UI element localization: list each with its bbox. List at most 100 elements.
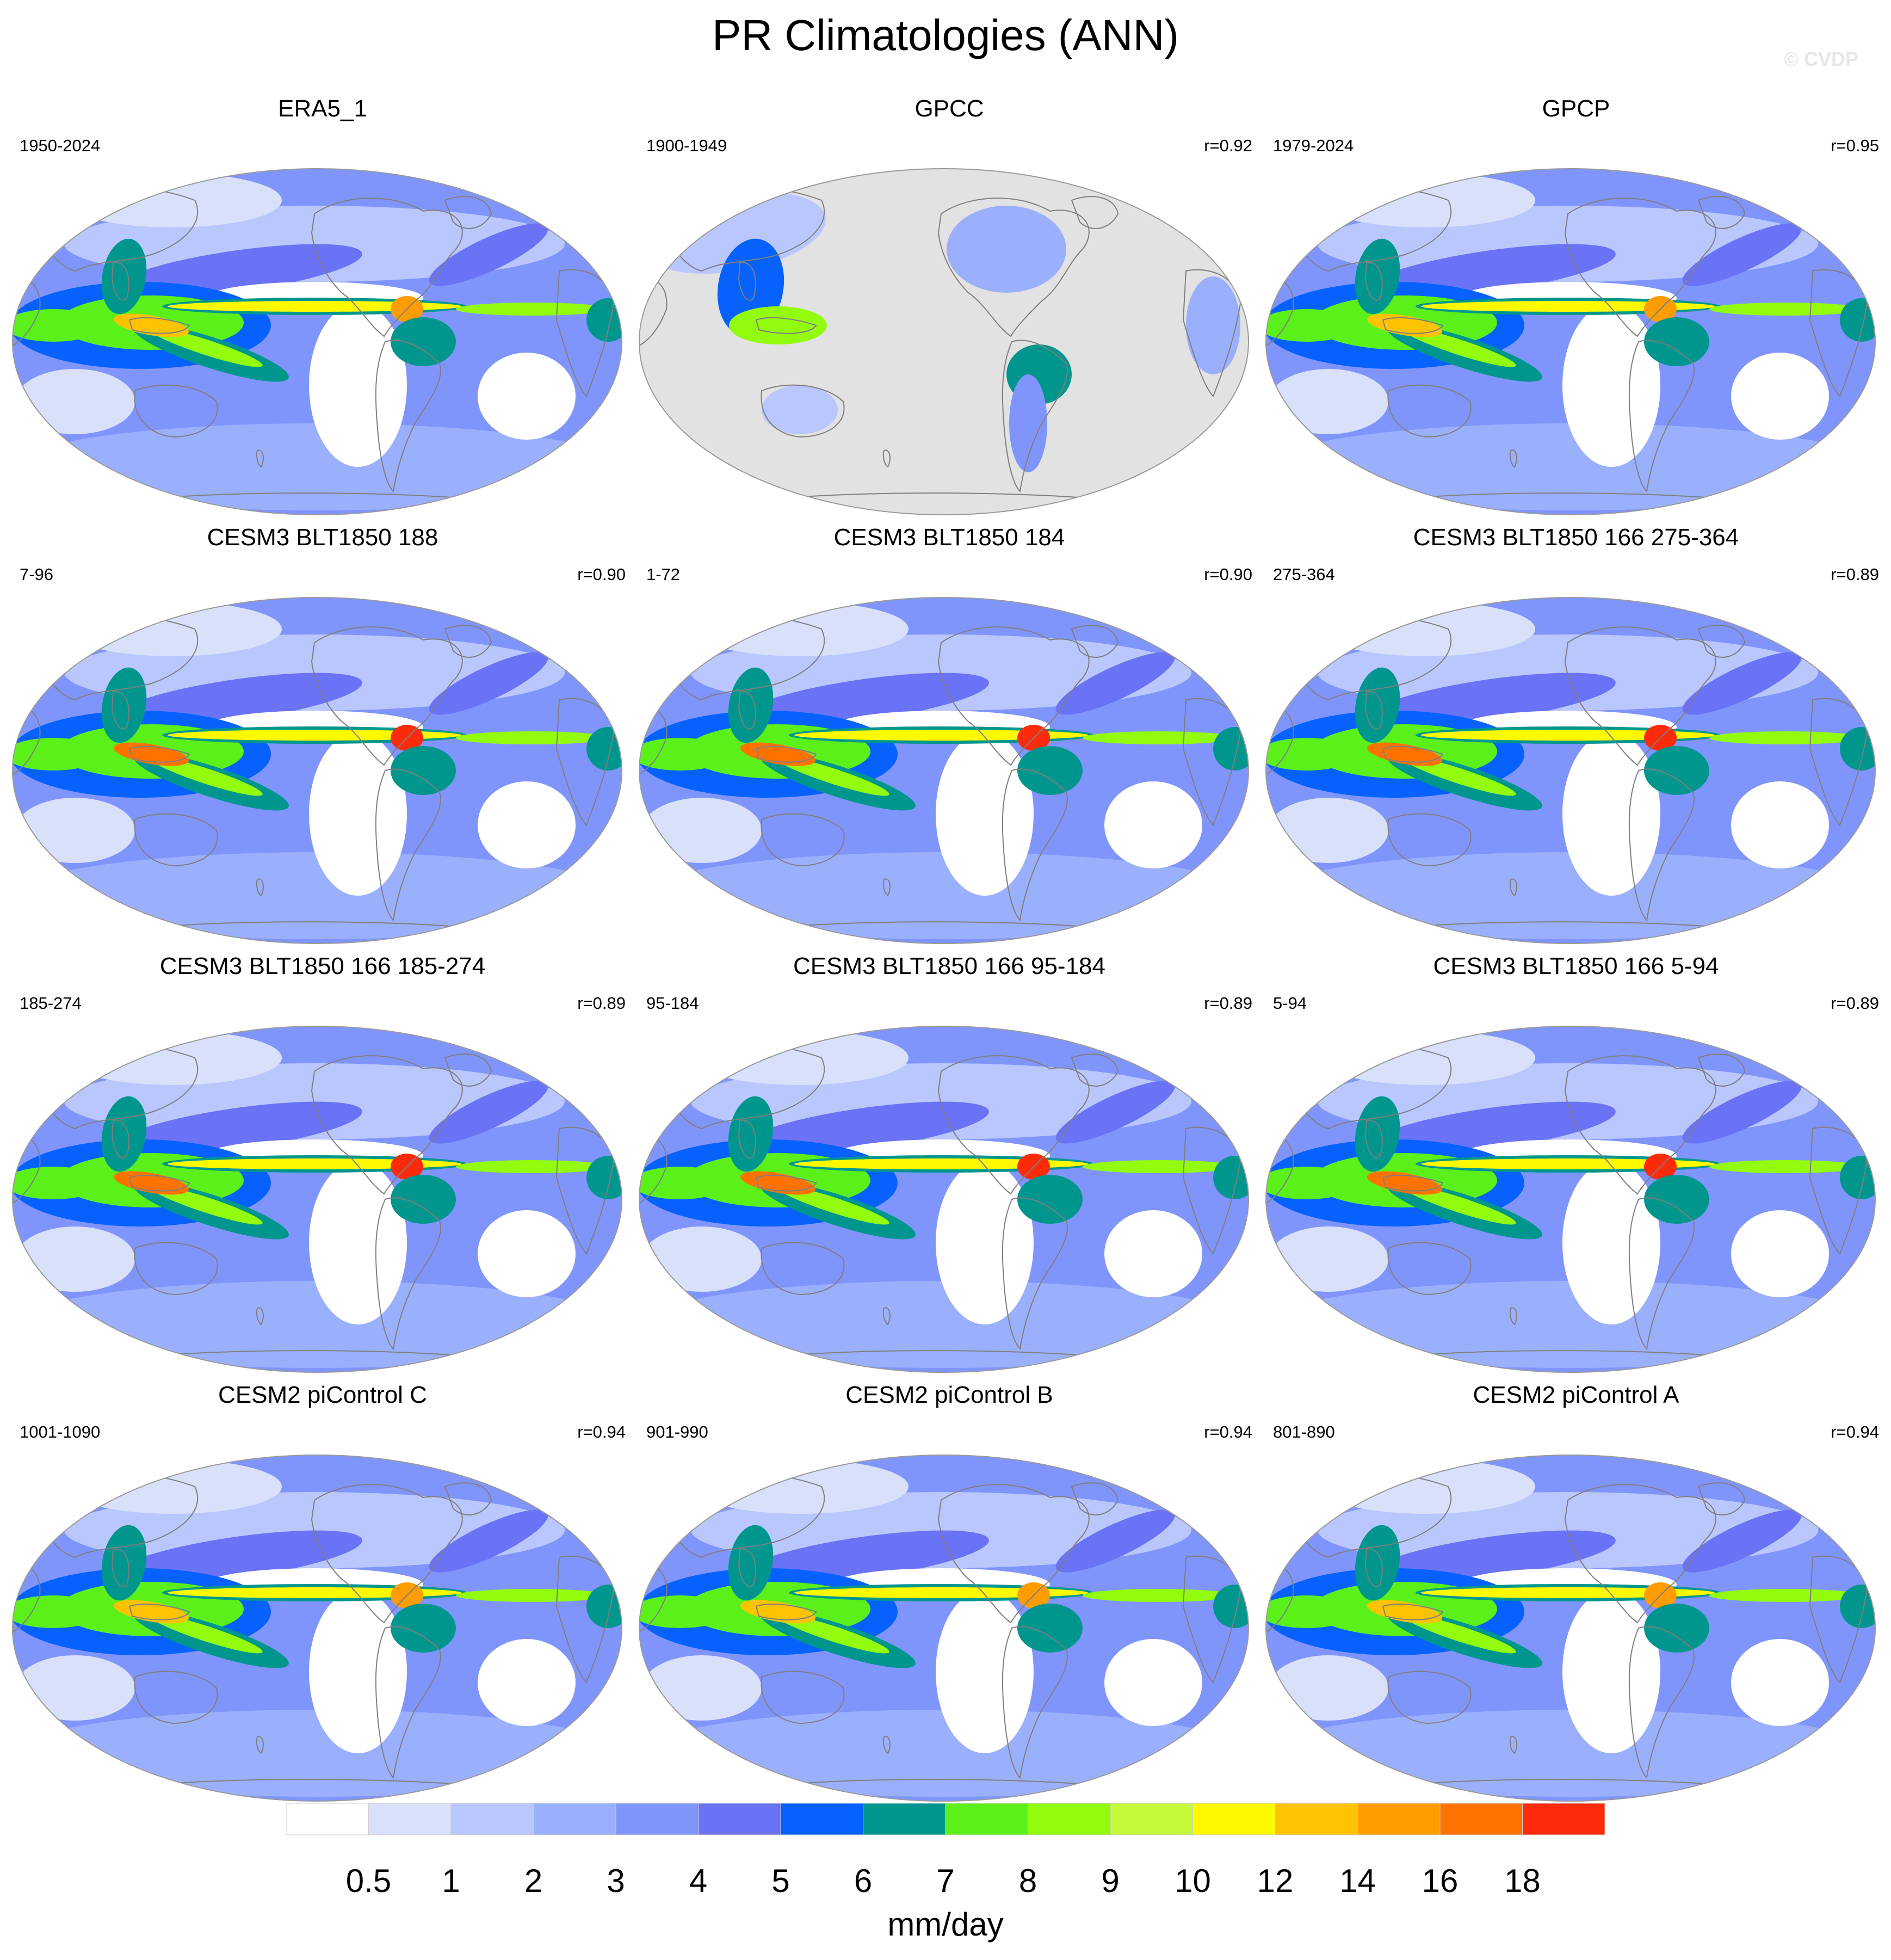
new-zealand-outline [1509, 878, 1517, 897]
amazon-moist [1644, 1604, 1709, 1653]
panel-title: CESM3 BLT1850 166 5-94 [1433, 953, 1719, 979]
new-zealand-outline [882, 1736, 891, 1754]
colorbar-tick-label: 4 [689, 1863, 708, 1899]
africa-outline [1809, 698, 1868, 826]
precip-map [12, 1026, 622, 1373]
east-asia-moist [101, 1096, 147, 1172]
cvdp-watermark: © CVDP [1784, 48, 1858, 70]
africa-outline [1182, 1126, 1241, 1255]
panel-period: 185-274 [20, 994, 82, 1013]
maritime-continent-outline [1382, 745, 1444, 763]
indochina-outline [111, 1119, 129, 1158]
land-precip-africa [1186, 276, 1240, 374]
colorbar-tick-label: 6 [854, 1863, 873, 1899]
colorbar-tick-label: 10 [1175, 1863, 1211, 1899]
atlantic-itcz [1083, 1589, 1235, 1602]
south-america-outline [1628, 1197, 1695, 1351]
greenland-outline [1071, 1053, 1119, 1087]
spcz [775, 1613, 889, 1654]
se-pacific-dry-zone [1562, 304, 1660, 467]
east-asia-moist [1355, 238, 1400, 315]
panel-pattern-correlation: r=0.90 [577, 565, 626, 584]
panel-period: 1979-2024 [1273, 136, 1354, 155]
panel-pattern-correlation: r=0.89 [577, 994, 626, 1013]
atlantic-itcz [456, 731, 608, 744]
panel-title: CESM3 BLT1850 188 [207, 524, 438, 551]
maritime-continent-outline [128, 1603, 190, 1620]
panel-period: 901-990 [646, 1422, 708, 1441]
maritime-continent-outline [1382, 1603, 1444, 1620]
pacific-itcz [168, 1587, 461, 1598]
precip-field [639, 184, 1241, 515]
colorbar-swatch [286, 1803, 369, 1835]
polar-dry-north [64, 173, 282, 227]
south-atlantic-dry-zone [1104, 781, 1202, 868]
amazon-moist [1644, 746, 1709, 795]
se-pacific-dry-zone [309, 1161, 407, 1324]
indian-ocean-dry-zone [642, 1655, 762, 1721]
new-zealand-outline [1509, 1307, 1517, 1326]
panel-title: CESM3 BLT1850 166 275-364 [1413, 524, 1739, 551]
southern-ocean-band [639, 1710, 1249, 1797]
polar-dry-north [1318, 173, 1535, 227]
map-border [12, 1026, 622, 1373]
greenland-outline [444, 1482, 492, 1515]
south-america-outline [1002, 1197, 1068, 1351]
indian-itcz [13, 1167, 102, 1199]
panel-period: 7-96 [20, 565, 54, 584]
greenland-outline [1697, 1053, 1746, 1087]
spcz [1402, 756, 1516, 796]
panel-pattern-correlation: r=0.92 [1204, 136, 1252, 155]
colorbar-tick-label: 14 [1339, 1863, 1376, 1899]
polar-dry-north [64, 602, 282, 656]
pacific-itcz [168, 730, 461, 741]
australia-outline [1387, 813, 1472, 867]
map-panel: GPCC 1900-1949 r=0.92 [636, 93, 1262, 517]
colorbar-swatch [1028, 1803, 1111, 1835]
south-atlantic-dry-zone [1731, 353, 1829, 440]
north-atlantic-storm-track [1055, 1081, 1175, 1144]
land-precip-south-america [1009, 374, 1047, 472]
australia-outline [134, 1242, 218, 1296]
africa-outline [1182, 269, 1241, 397]
spcz [149, 756, 263, 796]
south-atlantic-dry-zone [1731, 1639, 1829, 1726]
south-america-outline [1628, 768, 1695, 922]
polar-dry-north [1318, 1459, 1535, 1514]
australia-outline [761, 1671, 845, 1724]
panel-title: CESM3 BLT1850 166 95-184 [793, 953, 1105, 979]
colorbar-tick-label: 12 [1257, 1863, 1294, 1899]
panel-pattern-correlation: r=0.89 [1831, 565, 1879, 584]
spcz [1402, 327, 1516, 367]
atlantic-itcz [1709, 303, 1862, 316]
map-border [639, 597, 1249, 944]
africa-outline [555, 1126, 615, 1255]
indochina-outline [1364, 262, 1383, 301]
east-asia-moist [1355, 667, 1400, 743]
map-panel: CESM2 piControl A 801-890 r=0.94 [1263, 1379, 1889, 1803]
australia-outline [1387, 384, 1472, 438]
south-atlantic-dry-zone [1731, 1210, 1829, 1297]
pacific-itcz [1421, 730, 1715, 741]
greenland-outline [1697, 625, 1746, 658]
spcz [1402, 1613, 1516, 1654]
maritime-continent-outline [128, 1174, 190, 1192]
north-atlantic-storm-track [1682, 652, 1802, 715]
panel-pattern-correlation: r=0.89 [1204, 994, 1252, 1013]
africa-outline [1182, 1555, 1241, 1684]
se-pacific-dry-zone [309, 1590, 407, 1753]
polar-dry-north [1318, 1031, 1535, 1085]
precip-field [1266, 602, 1875, 944]
colorbar-units: mm/day [887, 1906, 1004, 1943]
south-america-outline [1628, 340, 1695, 493]
polar-dry-north [691, 602, 909, 656]
atlantic-itcz [1083, 731, 1235, 744]
indochina-outline [111, 1548, 129, 1587]
se-pacific-dry-zone [1562, 1161, 1660, 1324]
north-america-outline [311, 1055, 463, 1195]
spcz [149, 327, 263, 367]
indochina-outline [111, 262, 129, 301]
africa-outline [555, 269, 615, 397]
panel-pattern-correlation: r=0.90 [1204, 565, 1252, 584]
se-pacific-dry-zone [936, 1161, 1034, 1324]
